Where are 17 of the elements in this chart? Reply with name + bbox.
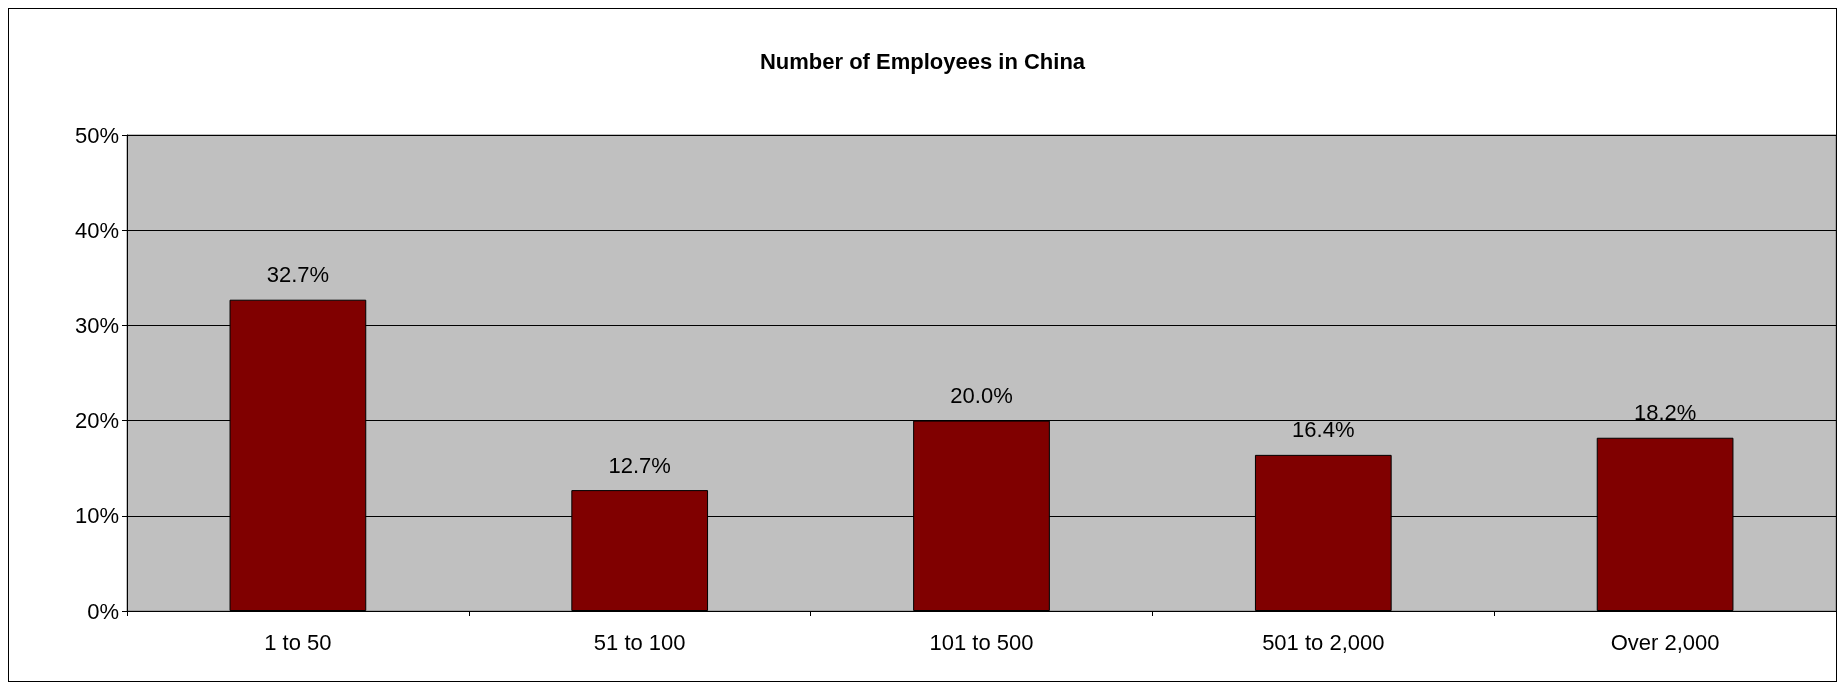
x-tick-label: 101 to 500 — [929, 629, 1034, 655]
y-tick-label: 30% — [74, 312, 119, 338]
y-tick-label: 20% — [74, 408, 119, 434]
y-tick-label: 0% — [87, 598, 119, 624]
x-tick-label: 51 to 100 — [593, 629, 686, 655]
data-label: 32.7% — [266, 262, 330, 288]
y-tick-label: 40% — [74, 217, 119, 243]
x-tick-label: 501 to 2,000 — [1262, 629, 1385, 655]
data-label: 16.4% — [1292, 417, 1355, 443]
data-label: 20.0% — [950, 383, 1013, 409]
chart-title: Number of Employees in China — [759, 48, 1086, 74]
y-tick-label: 10% — [74, 503, 119, 529]
x-tick-label: 1 to 50 — [264, 629, 332, 655]
data-label: 12.7% — [608, 452, 671, 478]
data-label: 18.2% — [1633, 400, 1697, 426]
y-tick-label: 50% — [74, 122, 119, 148]
x-tick-label: Over 2,000 — [1610, 629, 1720, 655]
